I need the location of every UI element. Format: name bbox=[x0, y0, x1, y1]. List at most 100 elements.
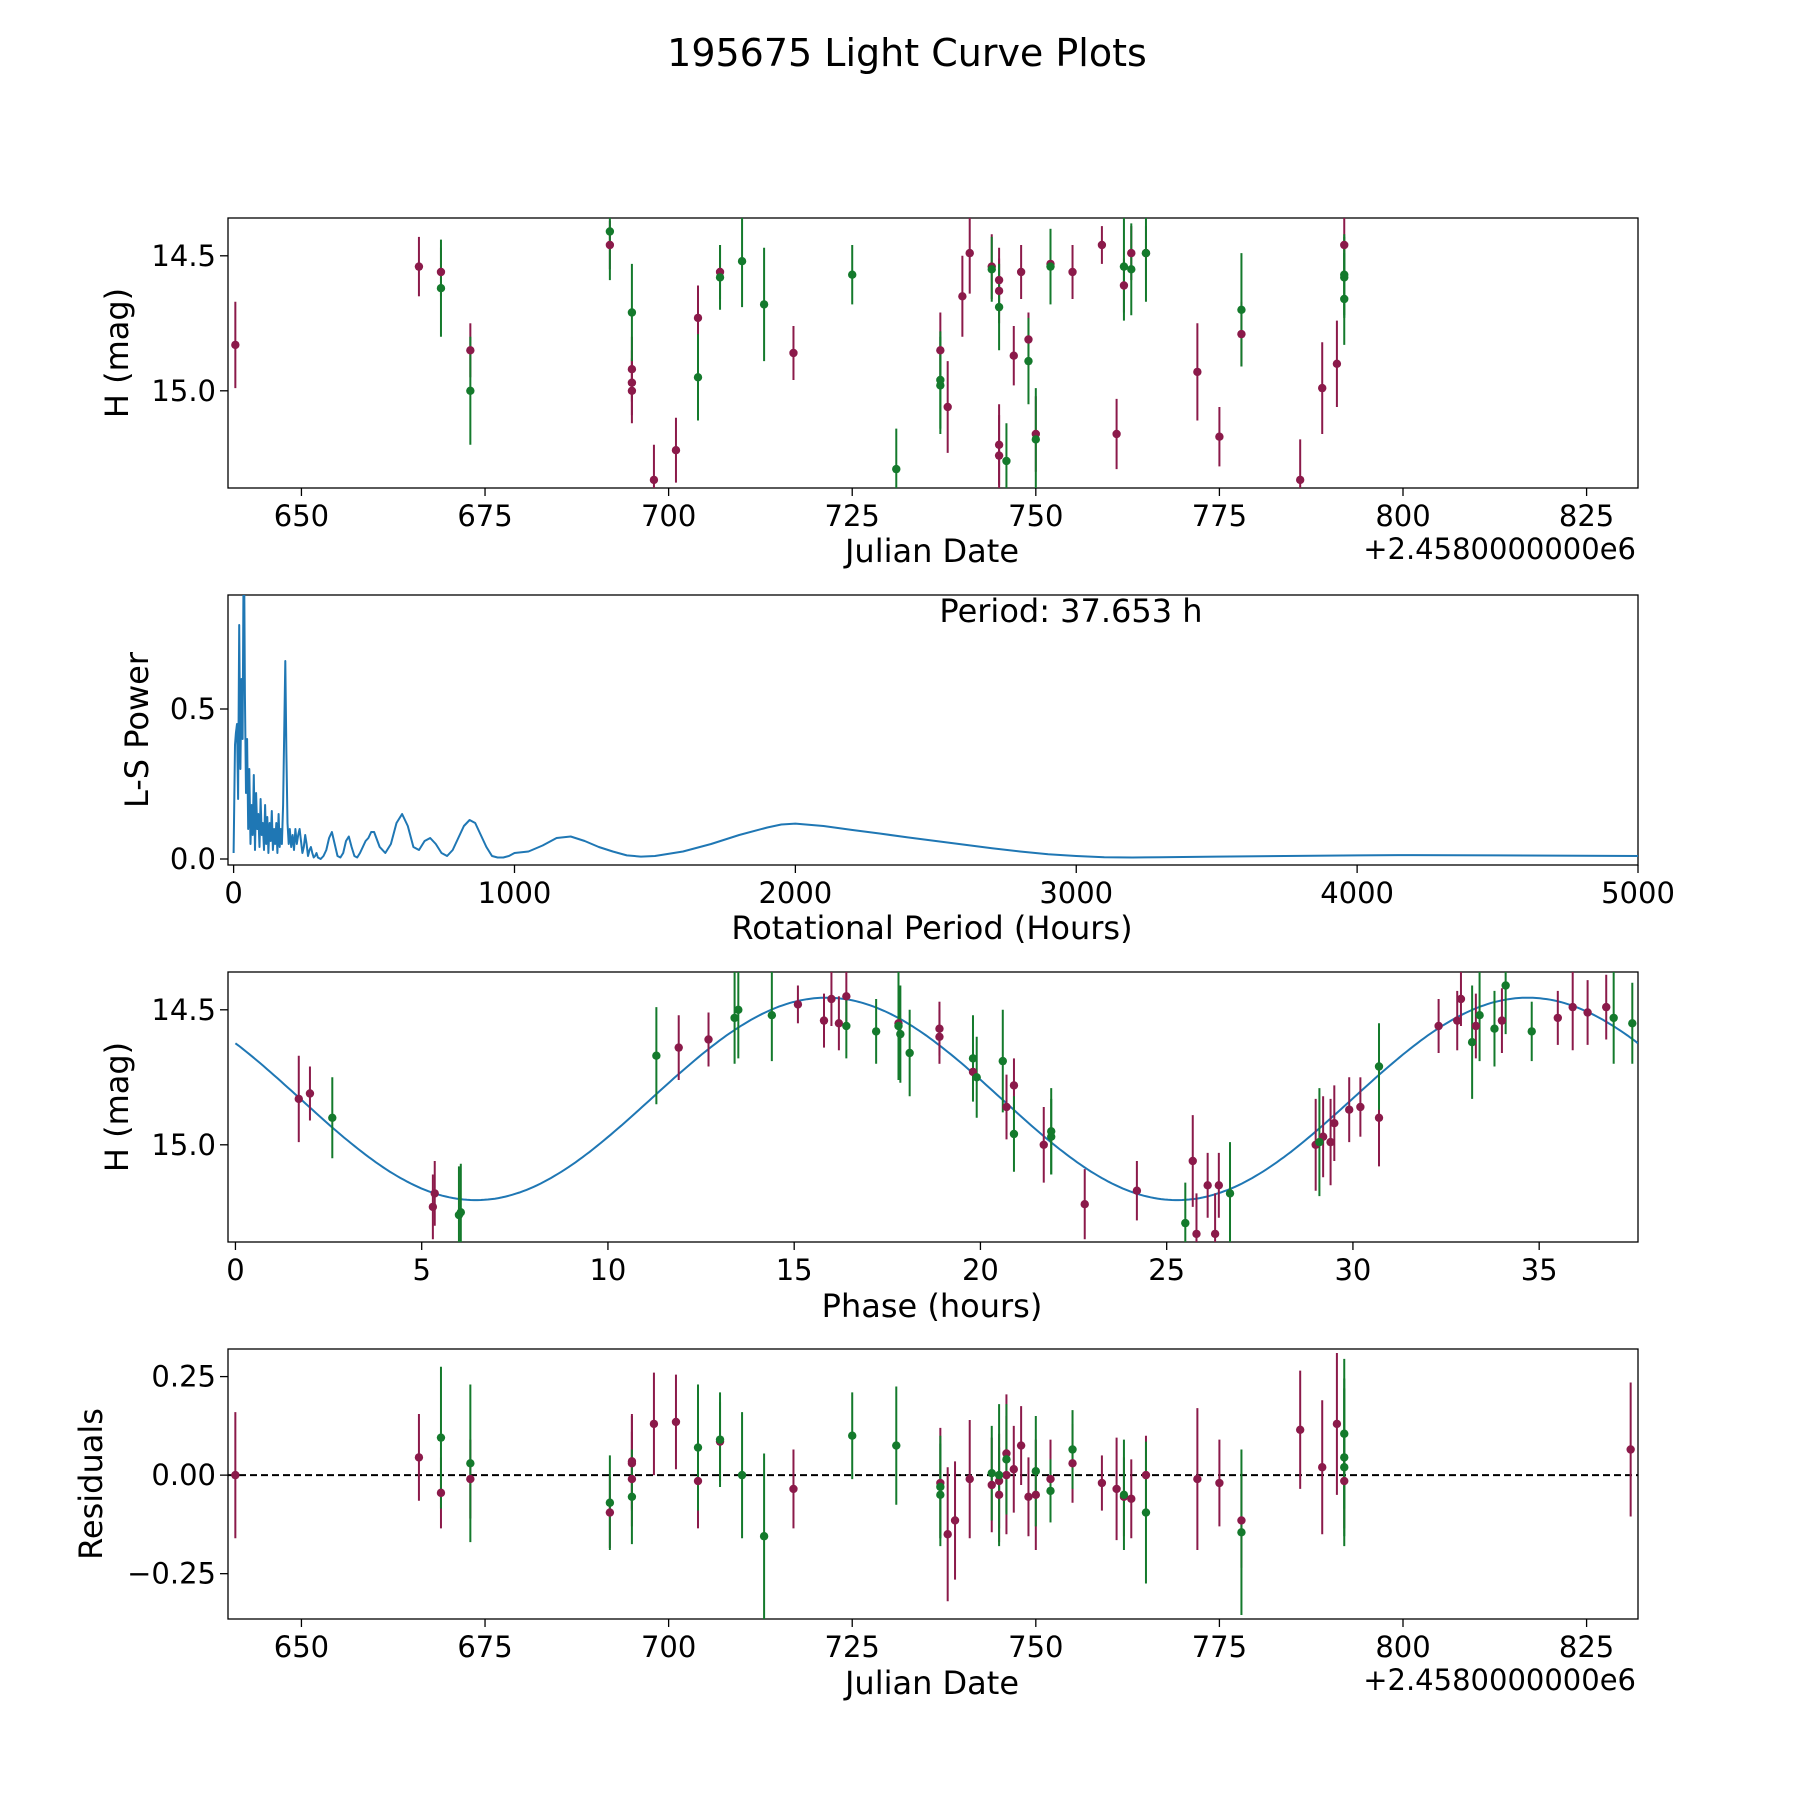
x-tick-label: 700 bbox=[641, 1630, 696, 1664]
data-point-g bbox=[1628, 1019, 1637, 1028]
data-point-g bbox=[994, 302, 1004, 312]
data-point-r bbox=[704, 1035, 713, 1044]
data-point-g bbox=[627, 308, 637, 317]
data-point-g bbox=[1609, 1013, 1618, 1023]
y-tick-label: 0.5 bbox=[170, 692, 216, 726]
data-point-r bbox=[1039, 1140, 1048, 1150]
data-point-r bbox=[1326, 1137, 1335, 1147]
data-point-r bbox=[1009, 1081, 1019, 1090]
data-point-g bbox=[1225, 1189, 1235, 1198]
y-tick-label: −0.25 bbox=[127, 1557, 216, 1591]
data-point-r bbox=[1141, 1470, 1151, 1480]
data-point-g bbox=[1467, 1038, 1477, 1047]
data-point-r bbox=[994, 1490, 1004, 1500]
light-curve-ylabel: H (mag) bbox=[98, 288, 136, 418]
data-point-r bbox=[231, 1470, 240, 1480]
data-point-r bbox=[605, 240, 615, 250]
x-tick-label: 800 bbox=[1375, 1630, 1430, 1664]
phase-fold-ylabel: H (mag) bbox=[98, 1042, 136, 1172]
data-layer bbox=[231, 1352, 1635, 1619]
data-point-r bbox=[1193, 367, 1202, 377]
data-point-r bbox=[1203, 1181, 1212, 1190]
x-tick-label: 3000 bbox=[1039, 876, 1113, 910]
x-tick-label: 0 bbox=[224, 876, 242, 910]
x-tick-label: 15 bbox=[776, 1253, 813, 1287]
data-point-r bbox=[1002, 1102, 1011, 1112]
data-point-r bbox=[1215, 1478, 1224, 1488]
data-point-g bbox=[842, 1021, 851, 1031]
data-point-r bbox=[1046, 1474, 1055, 1484]
data-point-r bbox=[430, 1189, 439, 1198]
x-tick-label: 10 bbox=[589, 1253, 626, 1287]
data-point-g bbox=[1031, 435, 1041, 444]
data-point-g bbox=[466, 1459, 475, 1468]
data-point-r bbox=[1340, 1476, 1349, 1486]
data-point-g bbox=[328, 1113, 337, 1123]
data-point-g bbox=[894, 1021, 903, 1031]
data-point-r bbox=[674, 1043, 683, 1052]
data-point-r bbox=[1215, 432, 1224, 441]
data-point-g bbox=[1237, 305, 1246, 314]
data-point-r bbox=[671, 1417, 681, 1427]
data-point-g bbox=[767, 1011, 777, 1020]
data-point-r bbox=[693, 1476, 703, 1486]
data-point-g bbox=[936, 1490, 945, 1500]
power-spectrum-line bbox=[232, 595, 1638, 860]
data-point-r bbox=[958, 292, 967, 301]
light-curve-panel: Julian Date H (mag) +2.4580000000e6 650 6… bbox=[98, 217, 1639, 570]
data-point-r bbox=[1009, 1465, 1018, 1474]
data-point-r bbox=[793, 1000, 803, 1009]
data-point-r bbox=[649, 475, 659, 485]
residuals-ylabel: Residuals bbox=[72, 1408, 110, 1560]
data-point-g bbox=[1002, 1455, 1011, 1464]
data-point-r bbox=[994, 1476, 1004, 1486]
phase-fold-xlabel: Phase (hours) bbox=[822, 1287, 1043, 1325]
y-tick-label: 15.0 bbox=[151, 1128, 216, 1162]
data-point-r bbox=[1318, 383, 1327, 393]
data-point-r bbox=[1214, 1181, 1224, 1190]
data-point-r bbox=[605, 1508, 615, 1517]
data-point-r bbox=[428, 1202, 438, 1212]
data-point-g bbox=[905, 1048, 914, 1058]
y-tick-label: 14.5 bbox=[151, 993, 216, 1027]
data-point-g bbox=[998, 1056, 1007, 1066]
data-point-g bbox=[466, 386, 475, 395]
data-point-g bbox=[1002, 456, 1011, 466]
data-point-g bbox=[871, 1027, 881, 1036]
data-point-g bbox=[848, 270, 857, 279]
data-point-g bbox=[737, 1470, 747, 1480]
data-point-r bbox=[1097, 1478, 1107, 1488]
periodogram-frame bbox=[227, 594, 1639, 866]
data-point-g bbox=[1340, 294, 1349, 304]
data-point-r bbox=[1295, 1425, 1305, 1435]
data-point-r bbox=[834, 1019, 844, 1028]
data-point-g bbox=[652, 1051, 661, 1060]
data-point-r bbox=[943, 1530, 952, 1539]
data-point-r bbox=[935, 1032, 944, 1042]
y-tick-label: 0.25 bbox=[151, 1360, 216, 1394]
period-annotation: Period: 37.653 h bbox=[939, 592, 1202, 630]
data-point-r bbox=[1031, 1490, 1041, 1500]
data-point-g bbox=[848, 1431, 857, 1440]
data-point-r bbox=[466, 1474, 475, 1484]
data-point-g bbox=[987, 1468, 996, 1478]
data-point-g bbox=[1127, 265, 1136, 274]
x-tick-label: 25 bbox=[1148, 1253, 1185, 1287]
x-tick-label: 2000 bbox=[758, 876, 832, 910]
data-point-g bbox=[759, 300, 769, 309]
data-point-g bbox=[693, 373, 703, 382]
data-point-r bbox=[1626, 1445, 1635, 1454]
data-point-g bbox=[1475, 1011, 1484, 1020]
x-tick-label: 5 bbox=[412, 1253, 430, 1287]
data-point-r bbox=[1583, 1008, 1592, 1017]
x-tick-label: 650 bbox=[274, 1630, 329, 1664]
data-layer bbox=[294, 972, 1637, 1242]
data-point-r bbox=[1471, 1021, 1481, 1031]
x-tick-label: 800 bbox=[1375, 499, 1430, 533]
data-point-g bbox=[1046, 262, 1055, 271]
data-point-r bbox=[936, 346, 945, 355]
data-point-r bbox=[1112, 429, 1121, 439]
data-point-r bbox=[943, 402, 952, 412]
data-point-g bbox=[605, 1498, 615, 1507]
data-point-r bbox=[1374, 1113, 1384, 1123]
